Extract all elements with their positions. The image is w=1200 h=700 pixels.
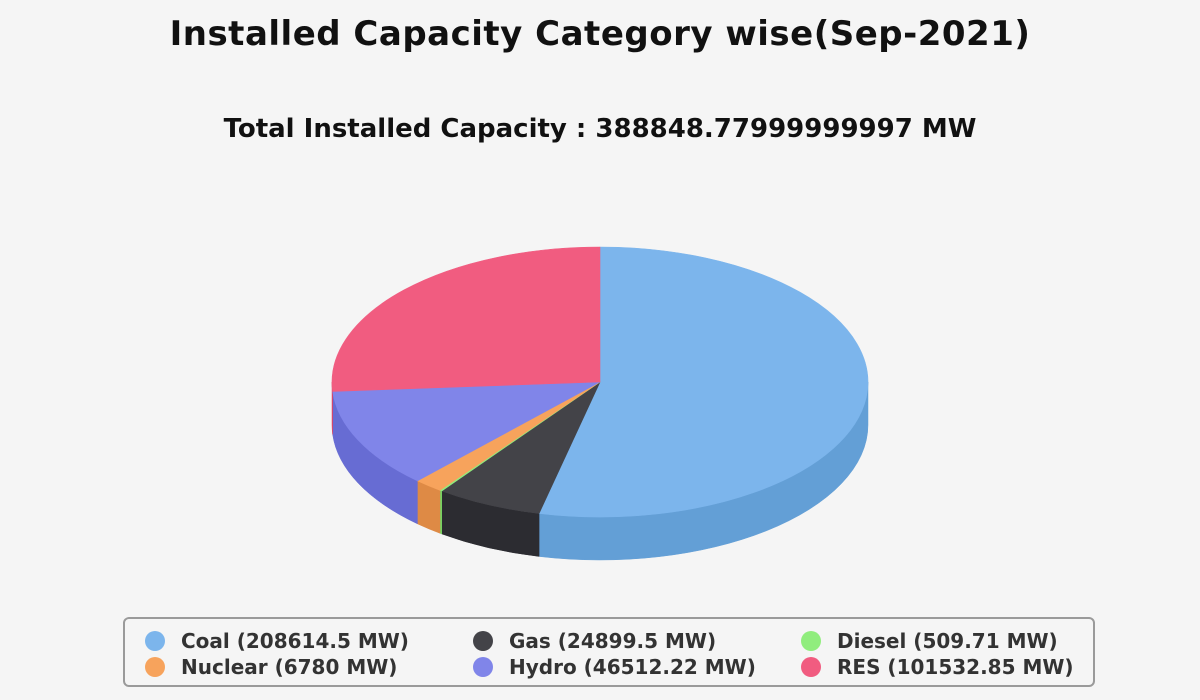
legend-item-gas[interactable]: Gas (24899.5 MW) <box>473 628 716 654</box>
legend-item-diesel[interactable]: Diesel (509.71 MW) <box>801 628 1058 654</box>
legend-marker-diesel <box>801 631 821 651</box>
legend-label-nuclear: Nuclear (6780 MW) <box>181 655 398 679</box>
pie-top-faces <box>331 246 869 518</box>
legend-marker-gas <box>473 631 493 651</box>
legend-marker-nuclear <box>145 657 165 677</box>
legend-marker-res <box>801 657 821 677</box>
legend-item-coal[interactable]: Coal (208614.5 MW) <box>145 628 409 654</box>
legend-label-hydro: Hydro (46512.22 MW) <box>509 655 756 679</box>
pie-side-diesel <box>439 489 443 535</box>
pie-slice-res[interactable] <box>331 246 601 392</box>
legend-label-coal: Coal (208614.5 MW) <box>181 629 409 653</box>
legend-label-diesel: Diesel (509.71 MW) <box>837 629 1058 653</box>
pie-side-faces <box>331 381 869 561</box>
legend-item-nuclear[interactable]: Nuclear (6780 MW) <box>145 654 397 680</box>
legend-item-hydro[interactable]: Hydro (46512.22 MW) <box>473 654 756 680</box>
pie-slice-hydro[interactable] <box>332 381 601 482</box>
chart-legend: Coal (208614.5 MW) Gas (24899.5 MW) Dies… <box>123 617 1095 687</box>
legend-item-res[interactable]: RES (101532.85 MW) <box>801 654 1074 680</box>
pie-chart <box>331 246 869 561</box>
legend-marker-hydro <box>473 657 493 677</box>
legend-marker-coal <box>145 631 165 651</box>
legend-label-gas: Gas (24899.5 MW) <box>509 629 717 653</box>
legend-label-res: RES (101532.85 MW) <box>837 655 1074 679</box>
chart-title: Installed Capacity Category wise(Sep-202… <box>169 14 1031 54</box>
chart-subtitle: Total Installed Capacity : 388848.779999… <box>223 114 977 144</box>
pie-slice-coal[interactable] <box>538 246 869 518</box>
